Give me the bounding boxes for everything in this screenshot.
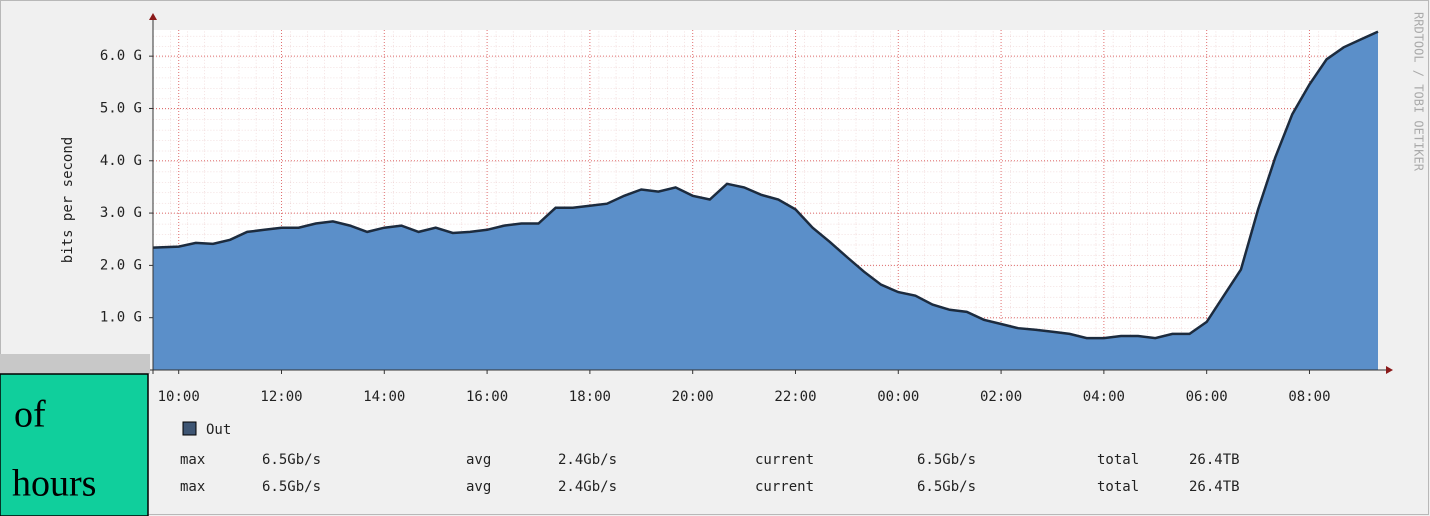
axis-arrow [149, 13, 157, 20]
y-tick-label: 3.0 G [100, 205, 142, 221]
stat-text: 6.5Gb/s [262, 479, 321, 495]
x-tick-label: 10:00 [158, 389, 200, 405]
overlay-box [0, 373, 149, 516]
x-tick-label: 02:00 [980, 389, 1022, 405]
legend-swatch [182, 421, 197, 436]
stat-text: 26.4TB [1189, 452, 1240, 468]
stat-text: current [755, 479, 814, 495]
x-tick-label: 22:00 [774, 389, 816, 405]
stat-text: 6.5Gb/s [262, 452, 321, 468]
area [153, 31, 1378, 370]
y-tick-label: 5.0 G [100, 100, 142, 116]
stat-text: 2.4Gb/s [558, 452, 617, 468]
x-tick-label: 04:00 [1083, 389, 1125, 405]
stat-text: current [755, 452, 814, 468]
x-tick-label: 14:00 [363, 389, 405, 405]
x-tick-label: 08:00 [1288, 389, 1330, 405]
y-tick-label: 1.0 G [100, 310, 142, 326]
y-axis-label: bits per second [60, 137, 76, 263]
x-tick-label: 20:00 [672, 389, 714, 405]
watermark: RRDTOOL / TOBI OETIKER [1412, 12, 1426, 172]
y-tick-label: 2.0 G [100, 257, 142, 273]
x-tick-label: 16:00 [466, 389, 508, 405]
x-tick-label: 06:00 [1186, 389, 1228, 405]
stat-text: max [180, 452, 205, 468]
legend-label: Out [206, 422, 231, 438]
stat-text: 6.5Gb/s [917, 479, 976, 495]
overlay-text: of [14, 394, 46, 436]
stat-text: max [180, 479, 205, 495]
y-tick-label: 6.0 G [100, 48, 142, 64]
stat-text: total [1097, 452, 1139, 468]
axis-arrow [1386, 366, 1393, 374]
y-tick-label: 4.0 G [100, 153, 142, 169]
stat-text: total [1097, 479, 1139, 495]
x-tick-label: 18:00 [569, 389, 611, 405]
stat-text: avg [466, 452, 491, 468]
slide-strip [0, 354, 150, 374]
stat-text: 6.5Gb/s [917, 452, 976, 468]
overlay-text: hours [12, 463, 96, 505]
x-tick-label: 12:00 [260, 389, 302, 405]
line [152, 30, 1379, 340]
stat-text: avg [466, 479, 491, 495]
x-tick-label: 00:00 [877, 389, 919, 405]
stat-text: 2.4Gb/s [558, 479, 617, 495]
stat-text: 26.4TB [1189, 479, 1240, 495]
